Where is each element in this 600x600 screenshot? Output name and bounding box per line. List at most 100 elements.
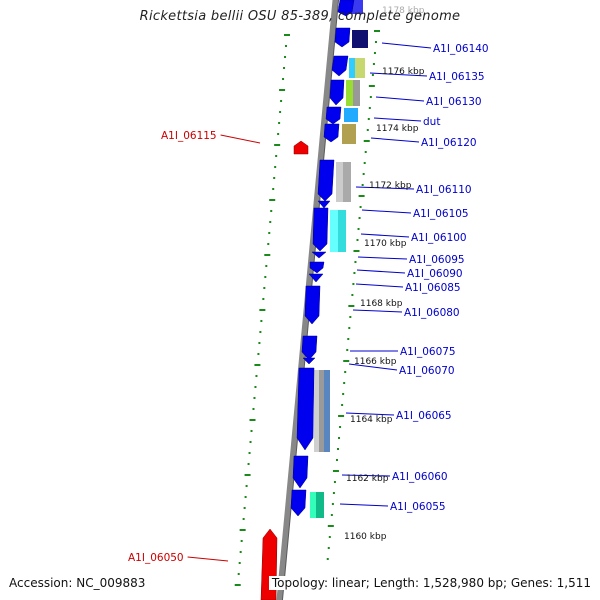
- kbp-label: 1178 kbp: [382, 6, 425, 16]
- minor-tick: [242, 518, 245, 520]
- feature-block: [349, 58, 355, 78]
- major-tick: [259, 309, 266, 311]
- gene-label[interactable]: A1I_06080: [404, 307, 460, 319]
- gene-label[interactable]: A1I_06060: [392, 471, 448, 483]
- minor-tick: [351, 294, 354, 296]
- gene-label[interactable]: A1I_06100: [411, 232, 467, 244]
- gene-arrow: [317, 200, 331, 209]
- leader-line: [352, 309, 403, 313]
- feature-block: [343, 162, 351, 202]
- gene-arrow: [309, 261, 325, 274]
- major-tick: [358, 195, 365, 197]
- minor-tick: [354, 261, 357, 263]
- gene-arrow: [296, 367, 315, 451]
- major-tick: [249, 419, 256, 421]
- leader-line: [356, 269, 406, 274]
- minor-tick: [259, 331, 262, 333]
- feature-block: [324, 370, 330, 452]
- feature-block: [338, 210, 346, 252]
- minor-tick: [364, 151, 367, 153]
- minor-tick: [248, 452, 251, 454]
- minor-tick: [252, 408, 255, 410]
- major-tick: [343, 360, 350, 362]
- minor-tick: [237, 573, 240, 575]
- minor-tick: [245, 485, 248, 487]
- gene-label[interactable]: A1I_06120: [421, 137, 477, 149]
- minor-tick: [253, 397, 256, 399]
- leader-line: [345, 412, 395, 416]
- minor-tick: [262, 298, 265, 300]
- gene-label[interactable]: A1I_06140: [433, 43, 489, 55]
- minor-tick: [272, 188, 275, 190]
- minor-tick: [367, 118, 370, 120]
- feature-block: [336, 162, 343, 202]
- gene-arrow: [293, 140, 309, 155]
- minor-tick: [344, 371, 347, 373]
- accession-text: Accession: NC_009883: [9, 576, 146, 590]
- minor-tick: [254, 386, 257, 388]
- major-tick: [244, 474, 251, 476]
- major-tick: [254, 364, 261, 366]
- minor-tick: [284, 56, 287, 58]
- gene-label[interactable]: A1I_06090: [407, 268, 463, 280]
- gene-arrow: [323, 123, 340, 143]
- leader-line: [187, 556, 229, 562]
- gene-label[interactable]: A1I_06130: [426, 96, 482, 108]
- major-tick: [363, 140, 370, 142]
- minor-tick: [267, 243, 270, 245]
- minor-tick: [250, 430, 253, 432]
- minor-tick: [270, 210, 273, 212]
- gene-label[interactable]: A1I_06110: [416, 184, 472, 196]
- minor-tick: [356, 239, 359, 241]
- gene-label[interactable]: A1I_06070: [399, 365, 455, 377]
- minor-tick: [279, 111, 282, 113]
- gene-label[interactable]: dut: [423, 116, 440, 128]
- tick-tracks: [234, 30, 380, 586]
- major-tick: [348, 305, 355, 307]
- leader-line: [357, 256, 408, 260]
- feature-block: [352, 30, 368, 48]
- leader-line: [348, 363, 398, 371]
- minor-tick: [366, 129, 369, 131]
- gene-arrow: [304, 285, 321, 325]
- minor-tick: [274, 166, 277, 168]
- gene-arrow: [337, 0, 355, 17]
- major-tick: [234, 584, 241, 586]
- feature-block: [353, 80, 360, 106]
- feature-track: [310, 0, 368, 518]
- minor-tick: [369, 96, 372, 98]
- gene-label[interactable]: A1I_06065: [396, 410, 452, 422]
- feature-block: [344, 108, 358, 122]
- gene-label[interactable]: A1I_06055: [390, 501, 446, 513]
- gene-label[interactable]: A1I_06105: [413, 208, 469, 220]
- kbp-label: 1166 kbp: [354, 357, 397, 367]
- minor-tick: [358, 217, 361, 219]
- minor-tick: [363, 162, 366, 164]
- gene-label[interactable]: A1I_06135: [429, 71, 485, 83]
- minor-tick: [240, 540, 243, 542]
- gene-arrow: [301, 335, 318, 361]
- gene-label[interactable]: A1I_06095: [409, 254, 465, 266]
- kbp-label: 1160 kbp: [344, 532, 387, 542]
- leader-line: [373, 117, 422, 122]
- minor-tick: [277, 133, 280, 135]
- gene-label[interactable]: A1I_06075: [400, 346, 456, 358]
- feature-block: [314, 370, 319, 452]
- minor-tick: [337, 448, 340, 450]
- kbp-label: 1162 kbp: [346, 474, 389, 484]
- leader-line: [339, 503, 389, 507]
- kbp-label: 1170 kbp: [364, 239, 407, 249]
- gene-arrow: [312, 207, 329, 252]
- gene-label[interactable]: A1I_06115: [161, 130, 217, 142]
- gene-label[interactable]: A1I_06050: [128, 552, 184, 564]
- gene-label[interactable]: A1I_06085: [405, 282, 461, 294]
- minor-tick: [373, 52, 376, 54]
- gene-arrow: [334, 27, 351, 48]
- kbp-label: 1164 kbp: [350, 415, 393, 425]
- minor-tick: [374, 41, 377, 43]
- major-tick: [264, 254, 271, 256]
- minor-tick: [263, 287, 266, 289]
- minor-tick: [347, 338, 350, 340]
